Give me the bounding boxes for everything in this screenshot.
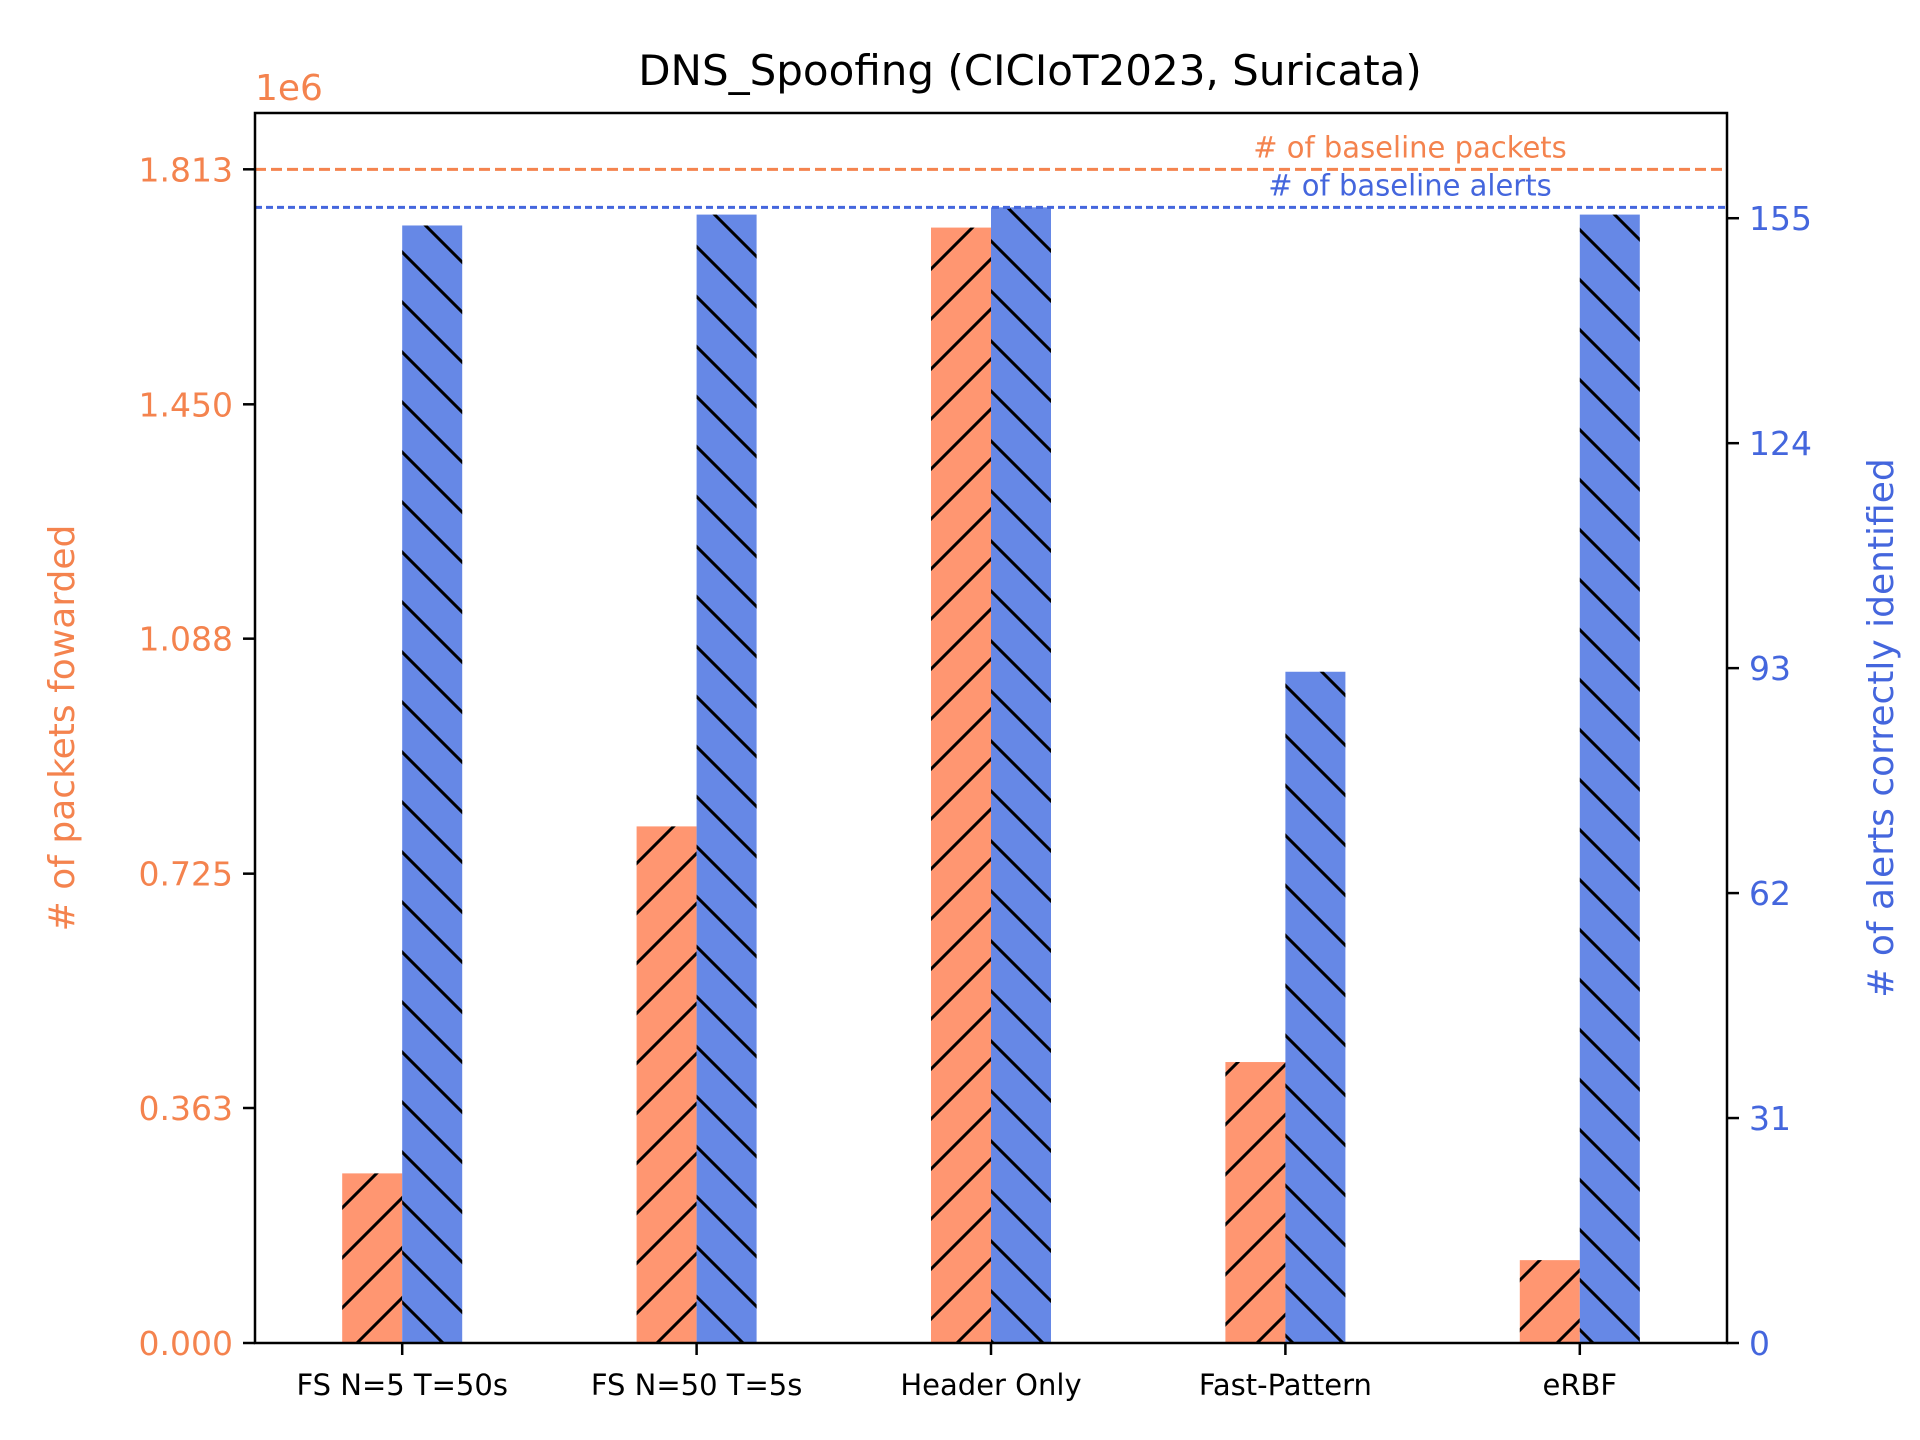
right-tick-label-5: 155 — [1749, 199, 1812, 238]
left-axis-label: # of packets fowarded — [42, 525, 83, 932]
left-tick-label-2: 0.725 — [139, 855, 233, 894]
x-tick-label-1: FS N=50 T=5s — [591, 1368, 802, 1402]
x-tick-label-3: Fast-Pattern — [1199, 1368, 1372, 1402]
bar-hatch-right-1 — [696, 214, 757, 1344]
bar-hatch-left-1 — [636, 826, 697, 1343]
bar-hatch-left-0 — [342, 1173, 403, 1343]
bar-hatch-left-2 — [931, 227, 991, 1343]
bar-hatch-right-2 — [991, 207, 1051, 1343]
x-axis: FS N=5 T=50s FS N=50 T=5s Header Only Fast-… — [296, 1343, 1617, 1402]
x-tick-label-2: Header Only — [900, 1368, 1081, 1402]
reference-lines-group: # of baseline packets # of baseline alert… — [255, 130, 1727, 209]
bars-group — [342, 207, 1640, 1344]
bar-hatch-left-3 — [1225, 1062, 1286, 1343]
reference-line-label-1: # of baseline alerts — [1268, 168, 1551, 202]
bar-hatch-right-0 — [402, 225, 463, 1343]
x-tick-label-4: eRBF — [1543, 1368, 1618, 1402]
left-axis: 0.000 0.363 0.725 1.088 1.450 1.813 — [139, 150, 255, 1363]
left-tick-label-1: 0.363 — [139, 1089, 233, 1128]
left-tick-label-0: 0.000 — [139, 1324, 233, 1363]
right-tick-label-4: 124 — [1749, 424, 1812, 463]
bar-hatch-left-4 — [1519, 1260, 1580, 1343]
bar-hatch-right-3 — [1285, 671, 1346, 1343]
right-tick-label-1: 31 — [1749, 1099, 1791, 1138]
x-tick-label-0: FS N=5 T=50s — [296, 1368, 507, 1402]
left-tick-label-4: 1.450 — [139, 385, 233, 424]
bar-hatch-right-4 — [1579, 214, 1640, 1344]
right-tick-label-0: 0 — [1749, 1324, 1770, 1363]
right-axis: 0 31 62 93 124 155 — [1727, 199, 1812, 1363]
right-tick-label-2: 62 — [1749, 874, 1791, 913]
right-axis-label: # of alerts correctly identified — [1861, 458, 1902, 998]
left-tick-label-5: 1.813 — [139, 150, 233, 189]
left-axis-offset-text: 1e6 — [255, 68, 323, 109]
chart-title: DNS_Spoofing (CICIoT2023, Suricata) — [638, 46, 1422, 95]
reference-line-label-0: # of baseline packets — [1253, 130, 1567, 164]
right-tick-label-3: 93 — [1749, 649, 1791, 688]
left-tick-label-3: 1.088 — [139, 620, 233, 659]
